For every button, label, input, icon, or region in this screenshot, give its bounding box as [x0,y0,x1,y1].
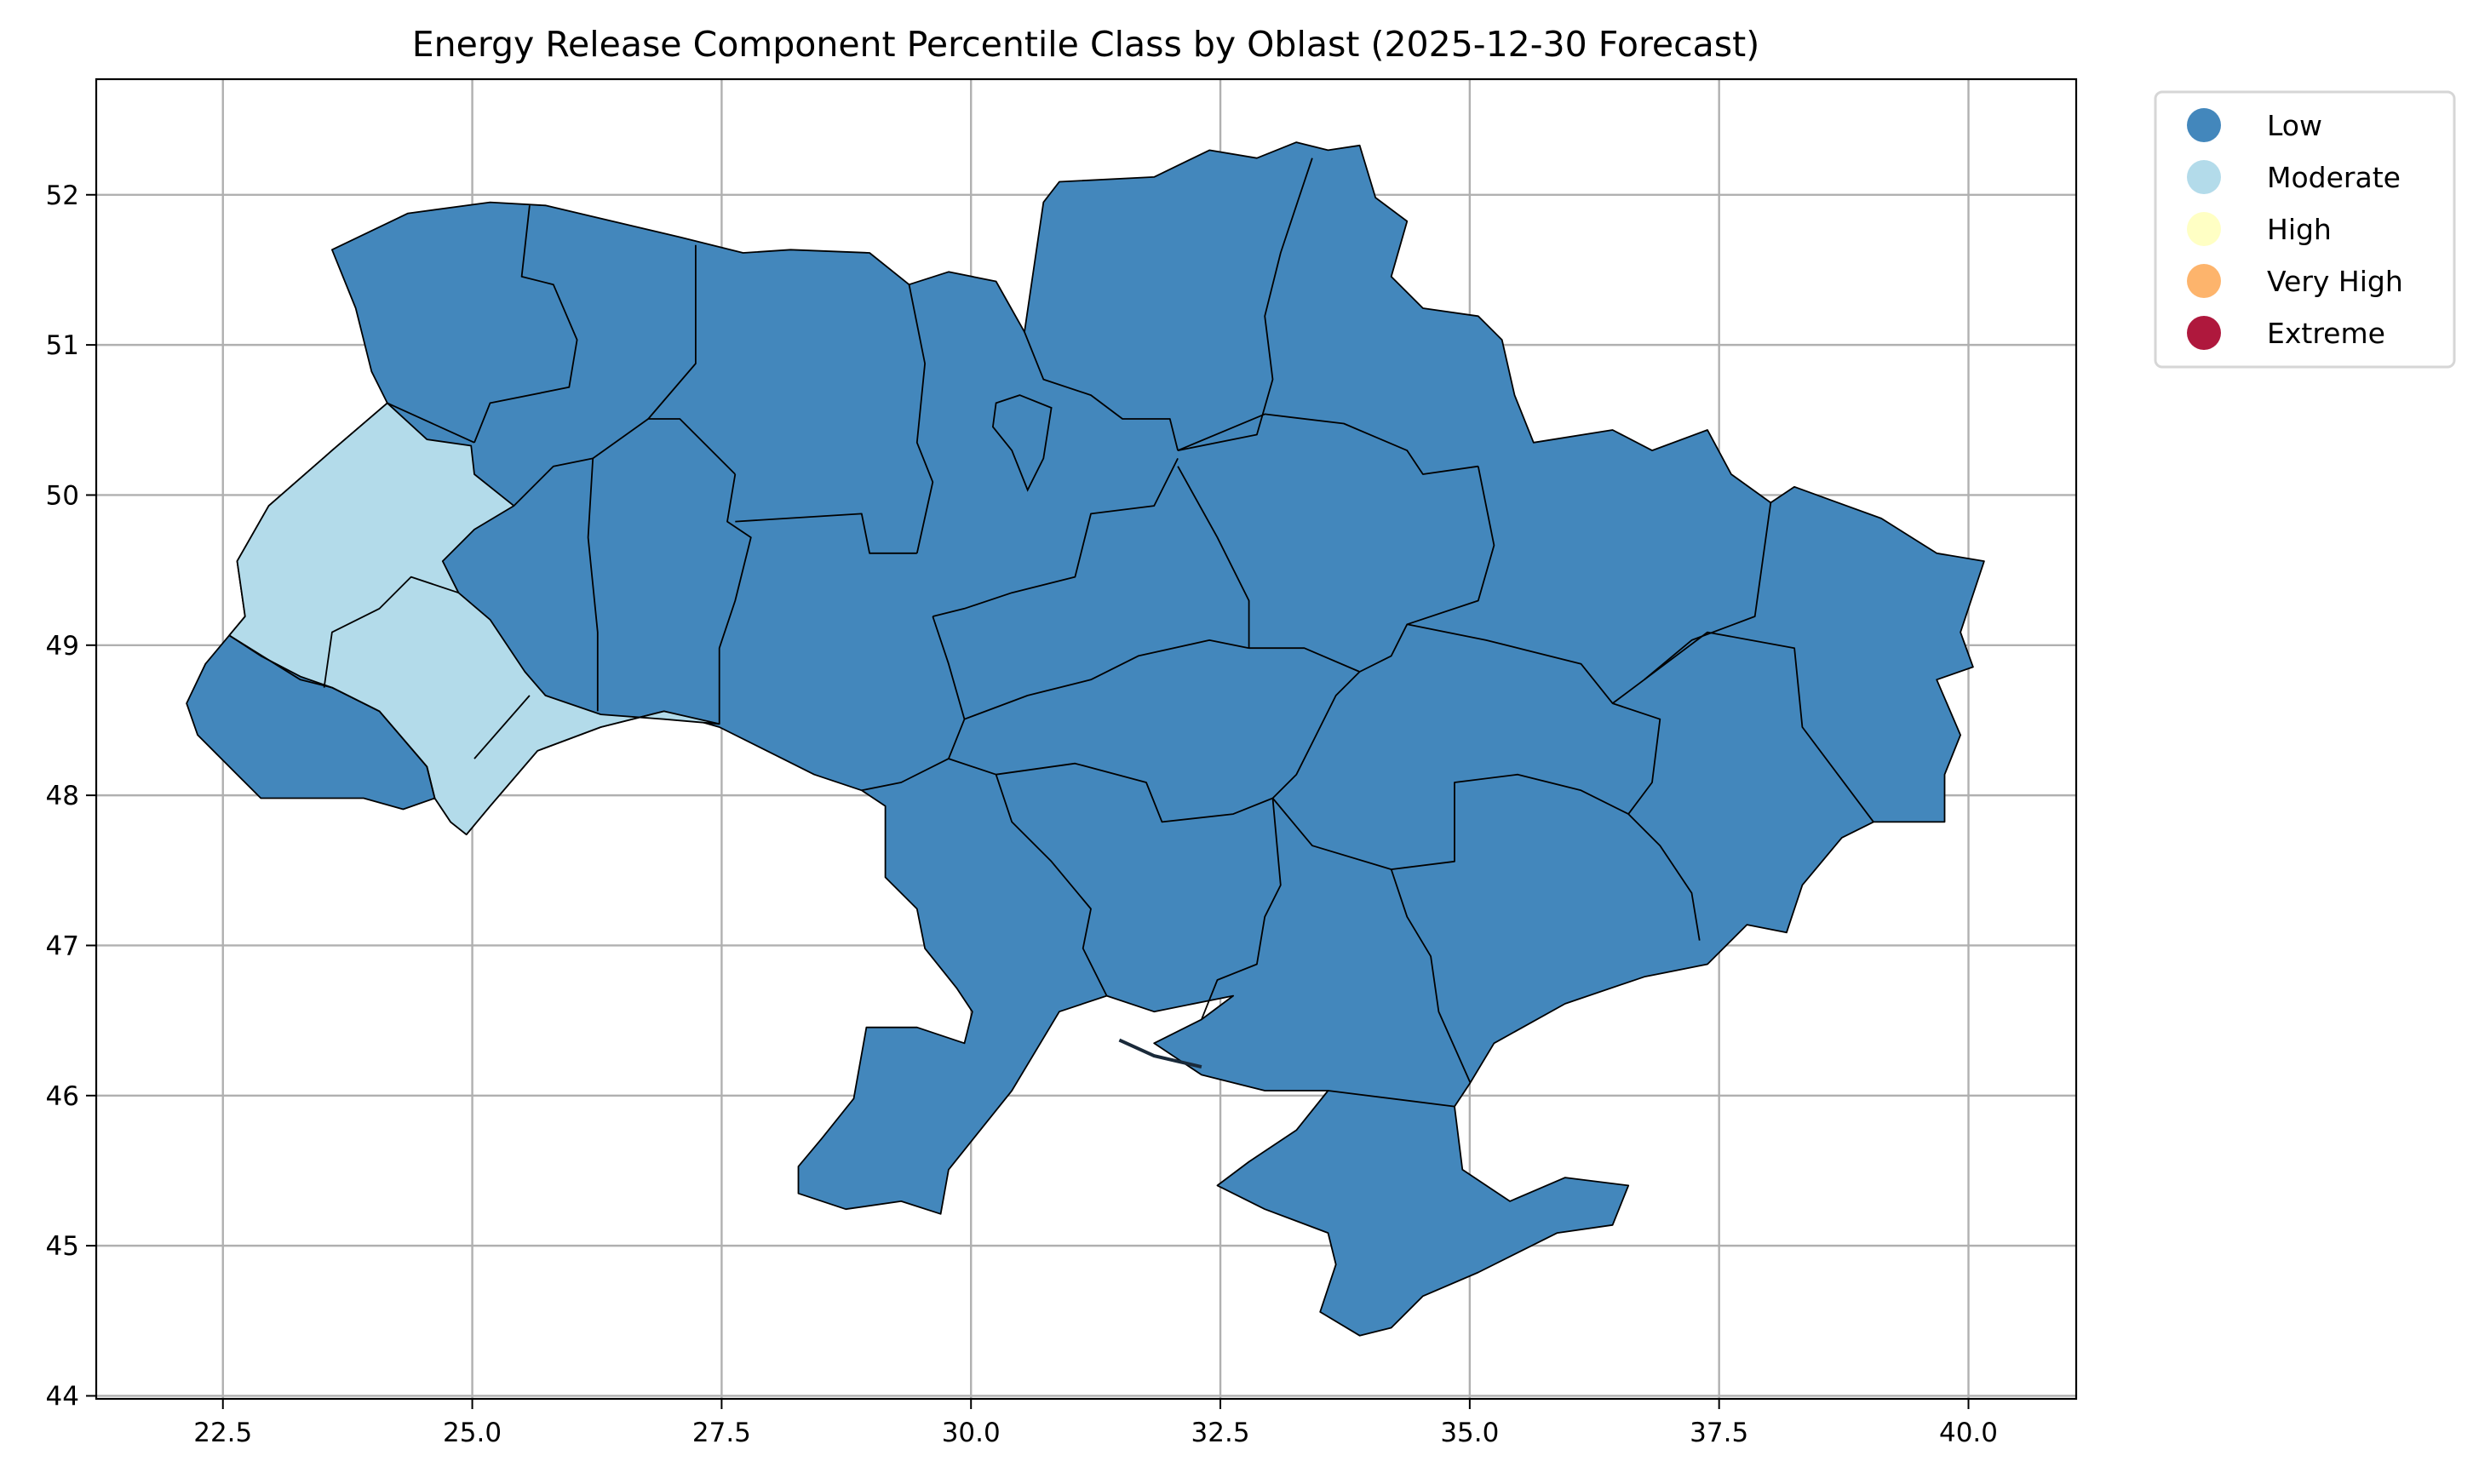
oblast-border [1177,158,1313,451]
oblast-border [473,695,531,759]
legend-label: Extreme [2267,317,2385,350]
oblast-border [1390,868,1472,1084]
legend-marker [2187,316,2221,350]
y-tick-label: 45 [46,1231,79,1262]
oblast-border [473,205,578,444]
x-tick-label: 27.5 [692,1418,751,1448]
oblast-border [1177,466,1250,649]
legend-label: Very High [2267,265,2403,298]
oblast-border [996,762,1273,823]
legend-label: High [2267,213,2332,246]
y-tick-label: 47 [46,931,79,961]
oblast-border [387,402,475,444]
oblast-border [1644,502,1772,680]
oblast-border [228,634,436,799]
y-tick-label: 51 [46,330,79,361]
x-tick-label: 32.5 [1191,1418,1250,1448]
axes: 22.5 25.0 27.5 30.0 32.5 35.0 37.5 40.0 44 45 46 47… [46,77,2078,1448]
oblast-border [932,457,1179,617]
legend-box [2154,90,2456,369]
oblast-border [1328,1090,1455,1108]
oblast-border [323,576,459,688]
oblast-border [1359,466,1495,673]
region-low [991,394,1053,492]
oblast-border [1271,773,1629,870]
oblast-border [718,473,752,725]
oblast-border [948,758,1108,997]
oblast-border [1201,798,1282,1020]
oblast-border [964,639,1249,720]
oblast-border [1177,413,1478,475]
y-tick-label: 44 [46,1381,79,1412]
oblast-border [735,513,917,554]
legend-marker [2187,108,2221,142]
oblast-border [513,418,649,507]
oblast-border [1407,623,1645,704]
legend-label: Moderate [2267,161,2401,194]
x-tick-label: 22.5 [193,1418,252,1448]
oblast-border [1248,647,1361,799]
x-tick-label: 35.0 [1440,1418,1499,1448]
oblast-border [587,458,599,712]
y-tick-label: 46 [46,1081,79,1112]
legend-marker [2187,160,2221,194]
legend-marker [2187,264,2221,298]
oblast-border [1644,631,1874,822]
axes-frame [95,77,2078,1401]
legend: Low Moderate High Very High Extreme [2154,90,2456,369]
legend-marker [2187,212,2221,246]
x-tick-label: 40.0 [1939,1418,1998,1448]
y-tick-label: 49 [46,631,79,662]
arabat-spit [1118,1038,1202,1069]
chart-title: Energy Release Component Percentile Clas… [412,24,1759,65]
x-tick-label: 37.5 [1690,1418,1748,1448]
oblast-border [932,616,966,759]
oblast-border [1024,331,1179,451]
oblast-border [861,758,950,792]
y-tick-label: 48 [46,781,79,811]
x-tick-label: 25.0 [443,1418,502,1448]
y-tick-label: 52 [46,180,79,211]
map-regions [186,141,1985,1337]
oblast-border [908,284,934,553]
x-tick-label: 30.0 [942,1418,1001,1448]
y-tick-label: 50 [46,480,79,511]
legend-label: Low [2267,109,2322,142]
